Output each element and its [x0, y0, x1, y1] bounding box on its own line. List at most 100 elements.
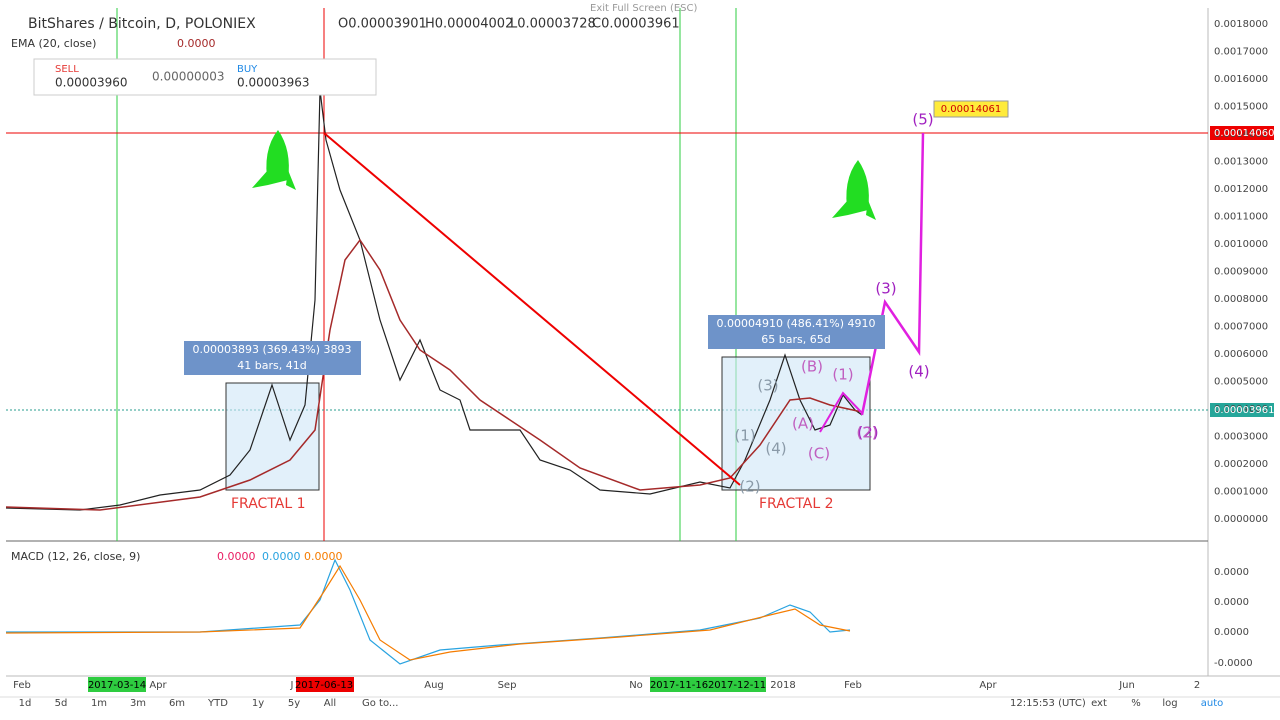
sell-label[interactable]: SELL — [55, 64, 79, 75]
range-button[interactable]: 3m — [130, 698, 146, 709]
spread: 0.00000003 — [152, 70, 225, 84]
macd-axis-label: -0.0000 — [1214, 658, 1253, 669]
scale-option[interactable]: log — [1162, 698, 1177, 709]
time-axis-label: Sep — [498, 680, 517, 691]
range-button[interactable]: 1m — [91, 698, 107, 709]
price-axis-label: 0.0009000 — [1214, 267, 1268, 278]
price-axis-label: 0.0014000 — [1214, 129, 1268, 140]
date-marker: 2017-03-14 — [88, 680, 146, 691]
macd-value: 0.0000 — [304, 550, 343, 563]
exit-fullscreen[interactable]: Exit Full Screen (ESC) — [590, 3, 698, 14]
time-axis-label: No — [629, 680, 643, 691]
ema-line — [5, 238, 863, 511]
buy-price[interactable]: 0.00003963 — [237, 76, 310, 90]
wave-label: (5) — [912, 111, 933, 129]
time-axis-label: J — [290, 680, 294, 691]
ohlc: L0.00003728 — [510, 17, 596, 32]
macd-axis-label: 0.0000 — [1214, 567, 1249, 578]
measure-text: 0.00003893 (369.43%) 3893 — [193, 343, 352, 356]
target-label: 0.00014061 — [941, 104, 1001, 115]
ohlc: C0.00003961 — [592, 17, 680, 32]
measure-box — [184, 341, 361, 375]
clock: 12:15:53 (UTC) — [1010, 698, 1086, 709]
macd-value: 0.0000 — [262, 550, 301, 563]
time-axis-label: 2 — [1194, 680, 1200, 691]
sub-wave-label: (B) — [801, 358, 823, 376]
rocket-icon — [252, 130, 296, 190]
time-axis-label: Jun — [1118, 680, 1135, 691]
sub-wave-label: (A) — [792, 415, 814, 433]
time-axis-label: Feb — [13, 680, 31, 691]
ohlc: H0.00004002 — [425, 17, 513, 32]
macd-axis-label: 0.0000 — [1214, 627, 1249, 638]
wave-label: (2) — [857, 424, 878, 442]
price-axis-label: 0.0011000 — [1214, 212, 1268, 223]
price-axis-label: 0.0017000 — [1214, 47, 1268, 58]
indicator-name: EMA (20, close) — [11, 37, 96, 50]
grey-wave-label: (1) — [734, 427, 755, 445]
macd-axis-label: 0.0000 — [1214, 597, 1249, 608]
scale-option[interactable]: % — [1131, 698, 1141, 709]
price-axis-label: 0.0003000 — [1214, 432, 1268, 443]
range-button[interactable]: 5y — [288, 698, 300, 709]
symbol: BitShares / Bitcoin, D, POLONIEX — [28, 16, 256, 32]
scale-option[interactable]: auto — [1201, 698, 1224, 709]
measure-text: 41 bars, 41d — [237, 359, 306, 372]
scale-option[interactable]: ext — [1091, 698, 1107, 709]
price-axis-label: 0.0000000 — [1214, 514, 1268, 525]
date-marker: 2017-06-13 — [295, 680, 353, 691]
price-axis-label: 0.0010000 — [1214, 239, 1268, 250]
fractal-label: FRACTAL 2 — [759, 496, 834, 512]
range-button[interactable]: YTD — [207, 698, 228, 709]
price-axis-label: 0.0018000 — [1214, 19, 1268, 30]
sub-wave-label: (1) — [832, 366, 853, 384]
price-tag: 0.00014060 — [1214, 128, 1274, 139]
macd-name: MACD (12, 26, close, 9) — [11, 550, 140, 563]
grey-wave-label: (4) — [765, 440, 786, 458]
wave-label: (3) — [875, 280, 896, 298]
date-marker-bg — [708, 677, 766, 692]
price-tag: 0.00003961 — [1214, 405, 1274, 416]
buy-label[interactable]: BUY — [237, 64, 258, 75]
goto-button[interactable]: Go to... — [362, 698, 398, 709]
rocket-icon — [832, 160, 876, 220]
time-axis-label: Feb — [844, 680, 862, 691]
projection-path — [860, 132, 925, 416]
date-marker: 2017-11-16 — [650, 680, 708, 691]
fractal-label: FRACTAL 1 — [231, 496, 306, 512]
time-axis-label: Aug — [424, 680, 444, 691]
price-axis-label: 0.0012000 — [1214, 184, 1268, 195]
sub-wave-label: (C) — [808, 445, 830, 463]
price-tag — [1210, 403, 1274, 417]
fractal-box — [721, 356, 871, 491]
range-button[interactable]: 1d — [19, 698, 32, 709]
grey-wave-label: (3) — [757, 377, 778, 395]
price-axis-label: 0.0001000 — [1214, 487, 1268, 498]
range-button[interactable]: 6m — [169, 698, 185, 709]
price-axis-label: 0.0002000 — [1214, 459, 1268, 470]
price-axis-label: 0.0013000 — [1214, 157, 1268, 168]
price-axis-label: 0.0007000 — [1214, 322, 1268, 333]
price-tag — [1210, 126, 1274, 140]
measure-text: 0.00004910 (486.41%) 4910 — [717, 317, 876, 330]
time-axis-label: 2018 — [770, 680, 795, 691]
price-axis-label: 0.0004000 — [1214, 404, 1268, 415]
ohlc: O0.00003901 — [338, 17, 427, 32]
time-axis-label: Apr — [979, 680, 997, 691]
signal-line — [5, 564, 851, 661]
price-axis-label: 0.0008000 — [1214, 294, 1268, 305]
sub-wave-path — [819, 391, 863, 433]
measure-text: 65 bars, 65d — [761, 333, 830, 346]
measure-box — [708, 315, 885, 349]
time-axis-label: Apr — [149, 680, 167, 691]
sell-price[interactable]: 0.00003960 — [55, 76, 128, 90]
price-axis-label: 0.0006000 — [1214, 349, 1268, 360]
trade-panel — [33, 58, 377, 96]
range-button[interactable]: 1y — [252, 698, 264, 709]
macd-value: 0.0000 — [217, 550, 256, 563]
range-button[interactable]: 5d — [55, 698, 68, 709]
price-axis-label: 0.0015000 — [1214, 102, 1268, 113]
range-button[interactable]: All — [324, 698, 336, 709]
price-line — [5, 89, 863, 511]
date-marker: 2017-12-11 — [708, 680, 766, 691]
